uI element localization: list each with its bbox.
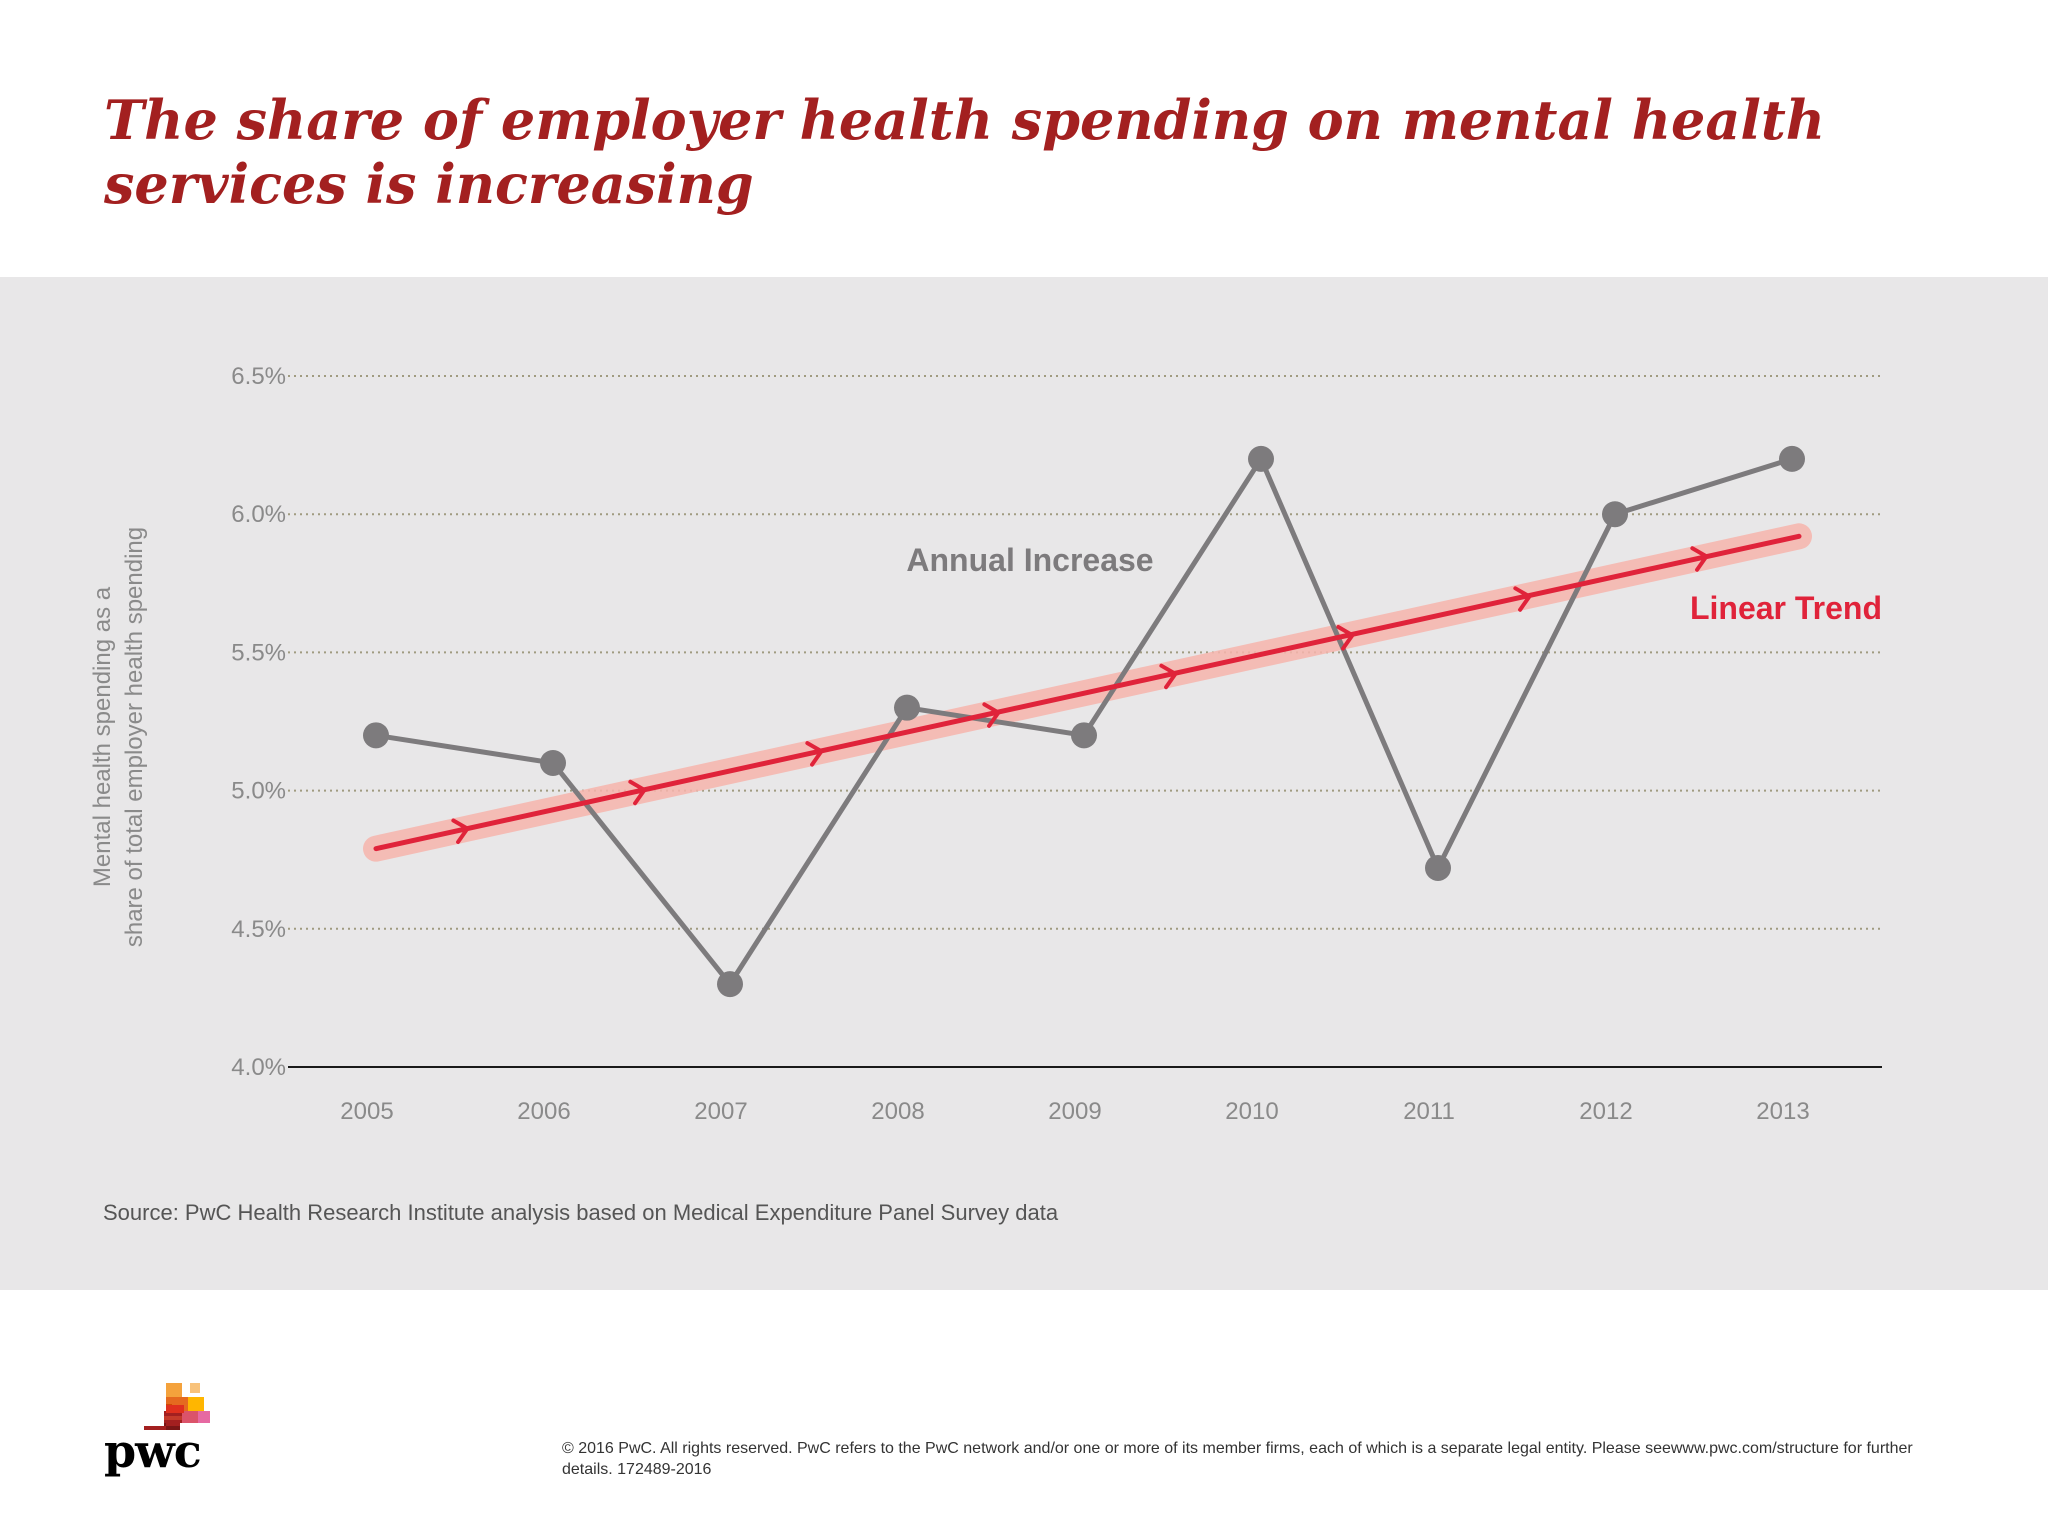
trend-chevron	[1336, 625, 1355, 651]
pwc-logo: pwc	[104, 1380, 264, 1490]
trend-chevron	[1513, 586, 1532, 612]
pwc-logo-text: pwc	[104, 1424, 202, 1478]
y-tick-label: 5.5%	[231, 639, 286, 666]
y-tick-label: 4.0%	[231, 1054, 286, 1081]
annual-increase-point	[717, 971, 743, 998]
annual-increase-point	[540, 749, 566, 776]
x-tick-label: 2009	[1048, 1098, 1101, 1125]
trend-chevron	[982, 702, 1001, 728]
x-tick-label: 2006	[517, 1098, 570, 1125]
line-chart: 4.0% 4.5% 5.0% 5.5% 6.0% 6.5% 2005 2006 2007 2008…	[89, 363, 1882, 1125]
annual-increase-point	[1425, 854, 1451, 881]
x-tick-label: 2012	[1579, 1098, 1632, 1125]
annual-increase-point	[1602, 501, 1628, 528]
y-tick-label: 6.0%	[231, 501, 286, 528]
trend-line	[373, 533, 1802, 852]
y-tick-label: 6.5%	[231, 363, 286, 390]
annual-increase-point	[1248, 445, 1274, 472]
trend-chevron	[1690, 546, 1709, 572]
page-title: The share of employer health spending on…	[104, 88, 1826, 216]
pwc-logo-mark	[144, 1383, 210, 1430]
series-label-linear-trend: Linear Trend	[1690, 590, 1882, 626]
y-tick-label: 4.5%	[231, 916, 286, 943]
annual-increase-point	[1779, 445, 1805, 472]
annual-increase-point	[363, 722, 389, 749]
y-axis-label-line: Mental health spending as a	[89, 586, 116, 887]
x-tick-label: 2011	[1403, 1098, 1455, 1125]
y-tick-label: 5.0%	[231, 778, 286, 805]
trend-chevron	[628, 779, 647, 806]
y-axis-label-line: share of total employer health spending	[121, 527, 148, 947]
source-note: Source: PwC Health Research Institute an…	[103, 1200, 1059, 1225]
x-tick-label: 2007	[694, 1098, 747, 1125]
trend-chevron	[451, 818, 470, 844]
x-tick-label: 2010	[1225, 1098, 1278, 1125]
x-tick-label: 2008	[871, 1098, 924, 1125]
chart-panel: 4.0% 4.5% 5.0% 5.5% 6.0% 6.5% 2005 2006 2007 2008…	[0, 277, 2048, 1290]
trend-chevron	[1159, 663, 1178, 690]
y-axis-label: Mental health spending as a share of tota…	[89, 527, 148, 947]
trend-chevron	[805, 741, 824, 767]
annual-increase-line	[375, 456, 1793, 987]
copyright-note: © 2016 PwC. All rights reserved. PwC ref…	[562, 1440, 1913, 1478]
series-label-annual-increase: Annual Increase	[906, 542, 1153, 578]
x-tick-label: 2013	[1756, 1098, 1809, 1125]
annual-increase-point	[1071, 722, 1097, 749]
x-tick-label: 2005	[340, 1098, 393, 1125]
annual-increase-point	[894, 694, 920, 721]
